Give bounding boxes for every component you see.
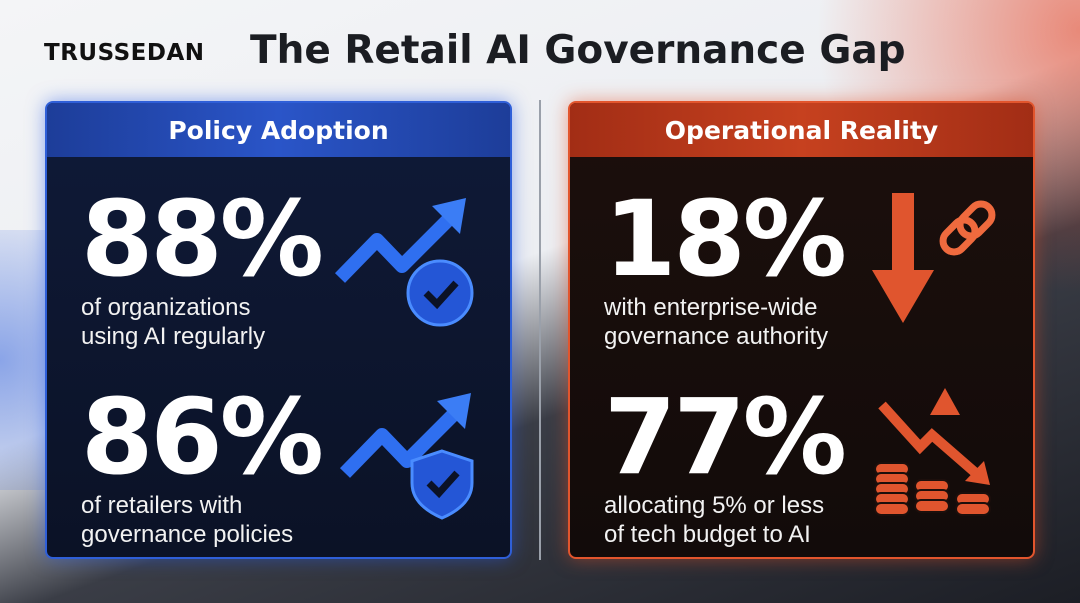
logo-text: TRUSSEDAN bbox=[44, 40, 205, 66]
stat-value: 86% bbox=[81, 376, 324, 498]
panel-heading: Operational Reality bbox=[570, 103, 1033, 157]
panel-heading: Policy Adoption bbox=[47, 103, 510, 157]
trend-up-shield-check-icon bbox=[339, 393, 474, 520]
stat-description: allocating 5% or less of tech budget to A… bbox=[604, 492, 825, 548]
divider bbox=[539, 100, 541, 560]
arrow-down-broken-link-icon bbox=[872, 193, 996, 323]
stat-77: 77% allocating 5% or less of tech budget … bbox=[604, 376, 847, 549]
stat-description: of organizations using AI regularly bbox=[81, 294, 266, 350]
stat-18: 18% with enterprise-wide governance autho… bbox=[604, 178, 847, 351]
stat-86: 86% of retailers with governance policies bbox=[81, 376, 324, 549]
stat-value: 77% bbox=[604, 376, 847, 498]
stat-description: with enterprise-wide governance authority bbox=[604, 294, 829, 350]
brand-logo: TRUSSEDAN bbox=[44, 40, 205, 66]
stat-88: 88% of organizations using AI regularly bbox=[81, 178, 324, 351]
stat-description: of retailers with governance policies bbox=[81, 492, 294, 548]
policy-adoption-panel: Policy Adoption 88% of organizations usin… bbox=[45, 101, 512, 559]
trend-up-badge-check-icon bbox=[334, 198, 474, 327]
trend-down-coins-warning-icon bbox=[874, 388, 991, 516]
stat-value: 88% bbox=[81, 178, 324, 300]
operational-reality-panel: Operational Reality 18% with enterprise-… bbox=[568, 101, 1035, 559]
stat-value: 18% bbox=[604, 178, 847, 300]
page-title: The Retail AI Governance Gap bbox=[250, 28, 906, 73]
